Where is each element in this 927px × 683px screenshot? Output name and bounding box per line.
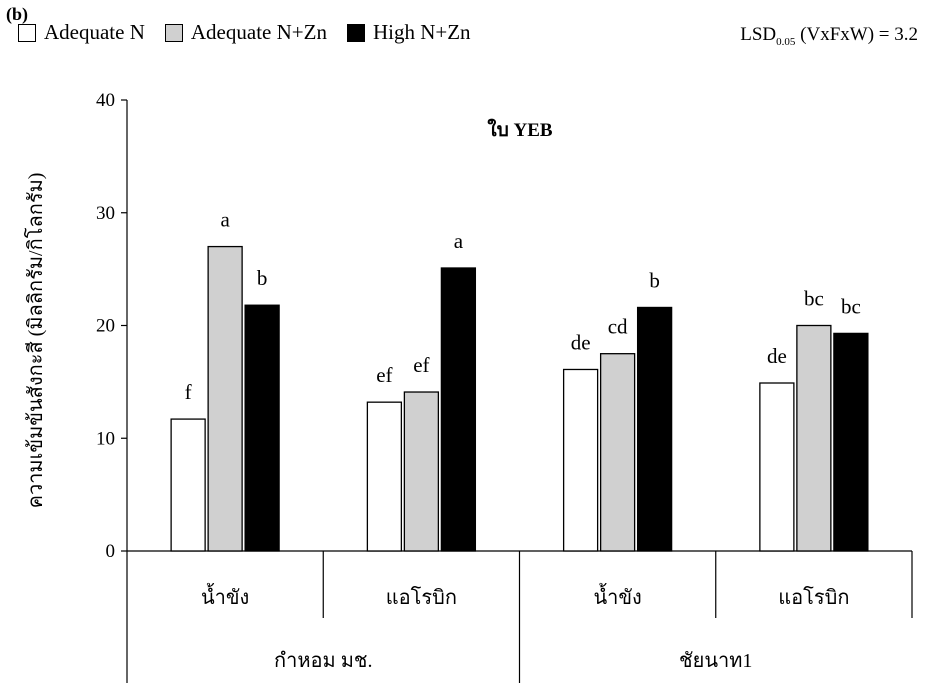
bar-significance-label: a: [454, 229, 464, 253]
group-label: ชัยนาท1: [679, 650, 752, 672]
bar-significance-label: de: [767, 344, 787, 368]
bar-significance-label: cd: [608, 315, 628, 339]
legend: Adequate N Adequate N+Zn High N+Zn: [18, 20, 491, 45]
bar: [599, 353, 636, 552]
bar-significance-label: de: [571, 330, 591, 354]
y-axis-label: ความเข้มข้นสังกะสี (มิลลิกรัม/กิโลกรัม): [24, 173, 47, 509]
panel-label: (b): [6, 4, 28, 24]
y-tick-label: 40: [96, 90, 115, 111]
legend-item-adequate-n-zn: Adequate N+Zn: [164, 20, 327, 45]
chart-title: ใบ YEB: [487, 118, 552, 141]
bar: [403, 391, 440, 552]
category-label: น้ำขัง: [593, 583, 641, 609]
y-tick-label: 30: [96, 203, 115, 224]
bar: [796, 324, 832, 552]
bar-significance-label: ef: [376, 363, 392, 387]
legend-swatch: [18, 23, 36, 42]
category-label: น้ำขัง: [201, 583, 249, 609]
legend-label: Adequate N+Zn: [190, 20, 327, 44]
bar: [636, 306, 673, 552]
bar-significance-label: b: [257, 266, 268, 290]
category-label: แอโรบิก: [386, 586, 457, 609]
bar: [833, 332, 869, 552]
legend-label: High N+Zn: [372, 20, 471, 44]
bar: [170, 418, 206, 552]
legend-swatch: [346, 23, 365, 42]
legend-label: Adequate N: [44, 20, 145, 44]
bar-significance-label: a: [220, 208, 230, 232]
bar: [440, 267, 477, 552]
y-tick-label: 20: [96, 316, 115, 337]
bar: [366, 401, 403, 552]
bar: [562, 368, 599, 552]
bar-significance-label: b: [649, 268, 660, 292]
category-label: แอโรบิก: [778, 586, 849, 609]
legend-item-high-n-zn: High N+Zn: [346, 20, 471, 45]
lsd-value: (VxFxW) = 3.2: [795, 24, 918, 45]
lsd-prefix: LSD: [740, 24, 777, 45]
legend-swatch: [164, 23, 183, 42]
y-tick-label: 10: [96, 428, 115, 449]
lsd-annotation: LSD0.05 (VxFxW) = 3.2: [740, 24, 918, 48]
bar-significance-label: ef: [413, 353, 429, 377]
bar-significance-label: f: [185, 380, 192, 404]
bar: [244, 304, 280, 552]
bar: [207, 245, 243, 552]
legend-item-adequate-n: Adequate N: [18, 20, 145, 45]
group-label: กำหอม มช.: [274, 650, 372, 672]
bar-significance-label: bc: [804, 287, 824, 311]
y-tick-label: 0: [106, 541, 116, 562]
bar-significance-label: bc: [841, 294, 861, 318]
bar: [759, 382, 795, 552]
lsd-subscript: 0.05: [776, 35, 796, 48]
